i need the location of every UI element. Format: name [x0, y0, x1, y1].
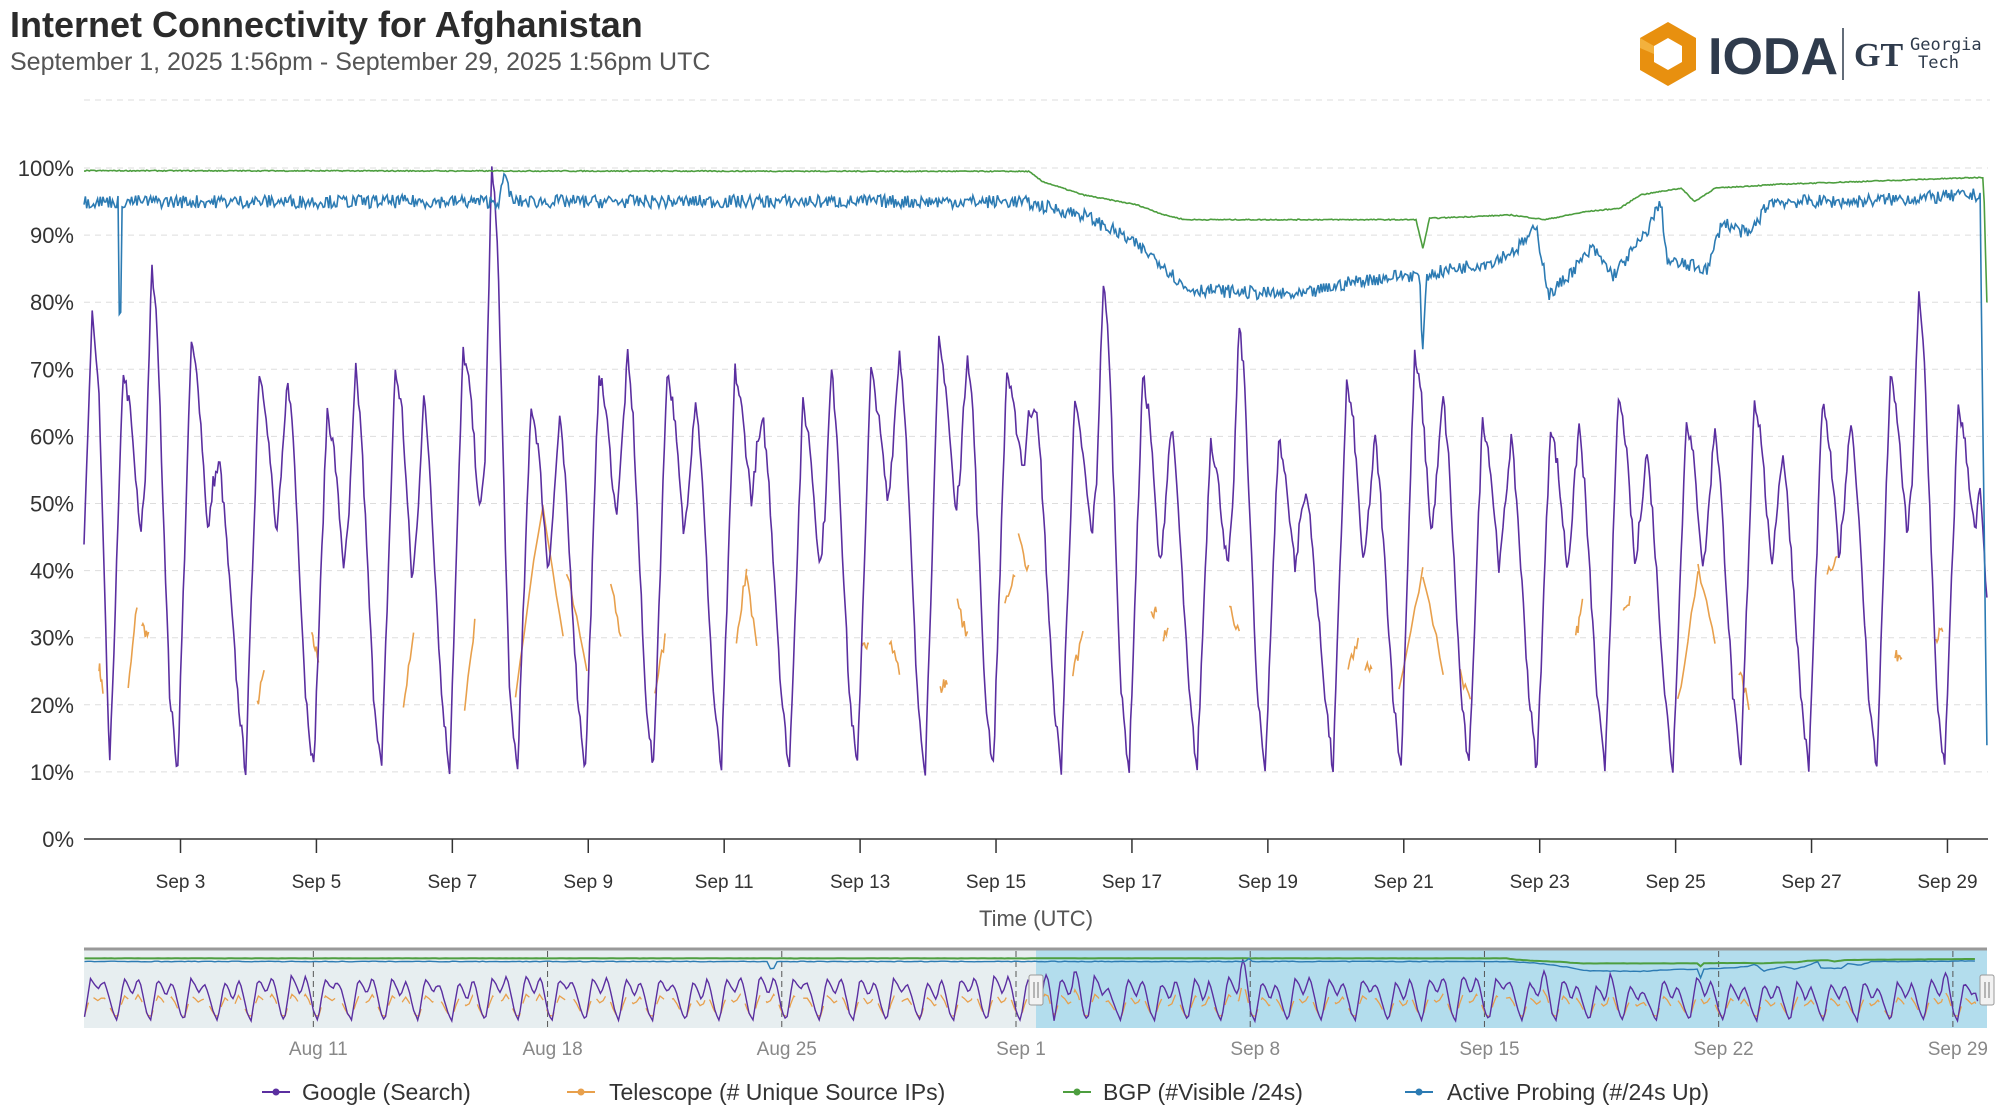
- legend-dot-icon: [577, 1088, 585, 1096]
- navigator-tick-label: Aug 18: [522, 1039, 582, 1060]
- y-tick-label: 100%: [18, 156, 74, 181]
- y-tick-label: 0%: [42, 827, 74, 852]
- telescope-segment: [541, 504, 564, 637]
- telescope-segment: [1894, 649, 1903, 662]
- telescope-segment: [1422, 576, 1444, 675]
- x-tick-label: Sep 19: [1238, 872, 1298, 893]
- telescope-segment: [1072, 630, 1084, 677]
- ioda-wordmark: IODA: [1708, 28, 1838, 86]
- navigator-unselected-area: [84, 949, 1036, 1028]
- telescope-segment: [1398, 567, 1424, 690]
- telescope-segment: [463, 618, 476, 711]
- legend-item-google[interactable]: Google (Search): [262, 1079, 471, 1105]
- telescope-segment: [609, 583, 622, 637]
- telescope-segment: [141, 621, 150, 640]
- y-tick-label: 70%: [30, 357, 74, 382]
- y-tick-label: 30%: [30, 626, 74, 651]
- series-telescope: [98, 504, 1944, 711]
- legend-item-bgp[interactable]: BGP (#Visible /24s): [1063, 1079, 1303, 1105]
- series-active-probing: [83, 172, 1988, 746]
- x-tick-label: Sep 7: [428, 872, 478, 893]
- navigator-bgp: [84, 957, 1975, 968]
- y-tick-label: 60%: [30, 424, 74, 449]
- telescope-segment: [888, 639, 901, 675]
- x-tick-label: Sep 3: [156, 872, 206, 893]
- series-bgp: [84, 169, 1988, 303]
- x-tick-label: Sep 29: [1917, 872, 1977, 893]
- x-axis-title: Time (UTC): [979, 906, 1093, 931]
- telescope-segment: [956, 598, 969, 637]
- navigator-tick-label: Aug 25: [757, 1039, 817, 1060]
- telescope-segment: [939, 679, 948, 693]
- legend-label: BGP (#Visible /24s): [1103, 1079, 1303, 1105]
- navigator-right-handle[interactable]: [1979, 974, 1995, 1006]
- navigator-tick-label: Sep 22: [1694, 1039, 1754, 1060]
- telescope-segment: [745, 575, 758, 647]
- telescope-segment: [1228, 605, 1241, 632]
- x-tick-label: Sep 21: [1374, 872, 1434, 893]
- navigator-tick-label: Sep 15: [1459, 1039, 1519, 1060]
- x-tick-label: Sep 17: [1102, 872, 1162, 893]
- telescope-segment: [1826, 555, 1838, 575]
- y-tick-label: 40%: [30, 559, 74, 584]
- ioda-georgia-tech-logo: IODA GT Georgia Tech: [1640, 22, 1982, 86]
- date-range-subtitle: September 1, 2025 1:56pm - September 29,…: [10, 48, 711, 76]
- x-tick-label: Sep 25: [1646, 872, 1706, 893]
- ioda-hexagon-icon: [1640, 22, 1696, 86]
- navigator-tick-label: Sep 29: [1928, 1039, 1988, 1060]
- legend-dot-icon: [1073, 1088, 1081, 1096]
- gt-text-line2: Tech: [1918, 53, 1959, 73]
- telescope-segment: [1162, 627, 1169, 642]
- y-tick-label: 80%: [30, 290, 74, 315]
- telescope-segment: [565, 573, 588, 672]
- telescope-segment: [402, 632, 415, 708]
- telescope-segment: [861, 642, 869, 651]
- telescope-segment: [98, 663, 104, 694]
- telescope-segment: [1622, 595, 1631, 611]
- telescope-segment: [735, 568, 748, 644]
- x-tick-label: Sep 11: [695, 872, 754, 893]
- page-title: Internet Connectivity for Afghanistan: [10, 4, 643, 45]
- telescope-segment: [256, 670, 265, 705]
- legend-label: Telescope (# Unique Source IPs): [609, 1079, 945, 1105]
- telescope-segment: [514, 507, 544, 698]
- x-tick-label: Sep 9: [563, 872, 613, 893]
- telescope-segment: [1004, 573, 1016, 604]
- legend-dot-icon: [272, 1088, 280, 1096]
- telescope-segment: [1364, 659, 1373, 674]
- x-tick-label: Sep 27: [1781, 872, 1841, 893]
- legend-label: Active Probing (#/24s Up): [1447, 1079, 1709, 1105]
- navigator-left-handle[interactable]: [1028, 974, 1044, 1006]
- legend-dot-icon: [1415, 1088, 1423, 1096]
- telescope-segment: [127, 607, 138, 689]
- navigator-tick-label: Sep 1: [996, 1039, 1046, 1060]
- x-tick-label: Sep 23: [1510, 872, 1570, 893]
- y-tick-label: 10%: [30, 760, 74, 785]
- telescope-segment: [1347, 637, 1359, 670]
- telescope-segment: [1017, 533, 1030, 573]
- navigator-tick-label: Aug 11: [289, 1039, 348, 1060]
- x-tick-label: Sep 15: [966, 872, 1026, 893]
- legend-item-active-probing[interactable]: Active Probing (#/24s Up): [1405, 1079, 1709, 1105]
- navigator-active-probing: [84, 957, 1975, 980]
- gt-text-line1: Georgia: [1910, 35, 1982, 55]
- legend-label: Google (Search): [302, 1079, 471, 1105]
- x-tick-label: Sep 5: [292, 872, 342, 893]
- y-tick-label: 90%: [30, 223, 74, 248]
- navigator-tick-label: Sep 8: [1230, 1039, 1280, 1060]
- telescope-segment: [1459, 668, 1472, 700]
- telescope-segment: [1676, 571, 1699, 700]
- telescope-segment: [1150, 606, 1158, 620]
- gt-mark: GT: [1854, 37, 1903, 74]
- telescope-segment: [1935, 627, 1944, 645]
- legend-item-telescope[interactable]: Telescope (# Unique Source IPs): [567, 1079, 945, 1105]
- series-google: [83, 166, 1988, 776]
- y-tick-label: 50%: [30, 492, 74, 517]
- y-tick-label: 20%: [30, 693, 74, 718]
- x-tick-label: Sep 13: [830, 872, 890, 893]
- time-navigator[interactable]: Aug 11 Aug 18 Aug 25 Sep 1 Sep 8 Sep 15 Sep 22…: [83, 947, 1995, 1060]
- telescope-segment: [1574, 598, 1584, 636]
- telescope-segment: [1697, 563, 1716, 644]
